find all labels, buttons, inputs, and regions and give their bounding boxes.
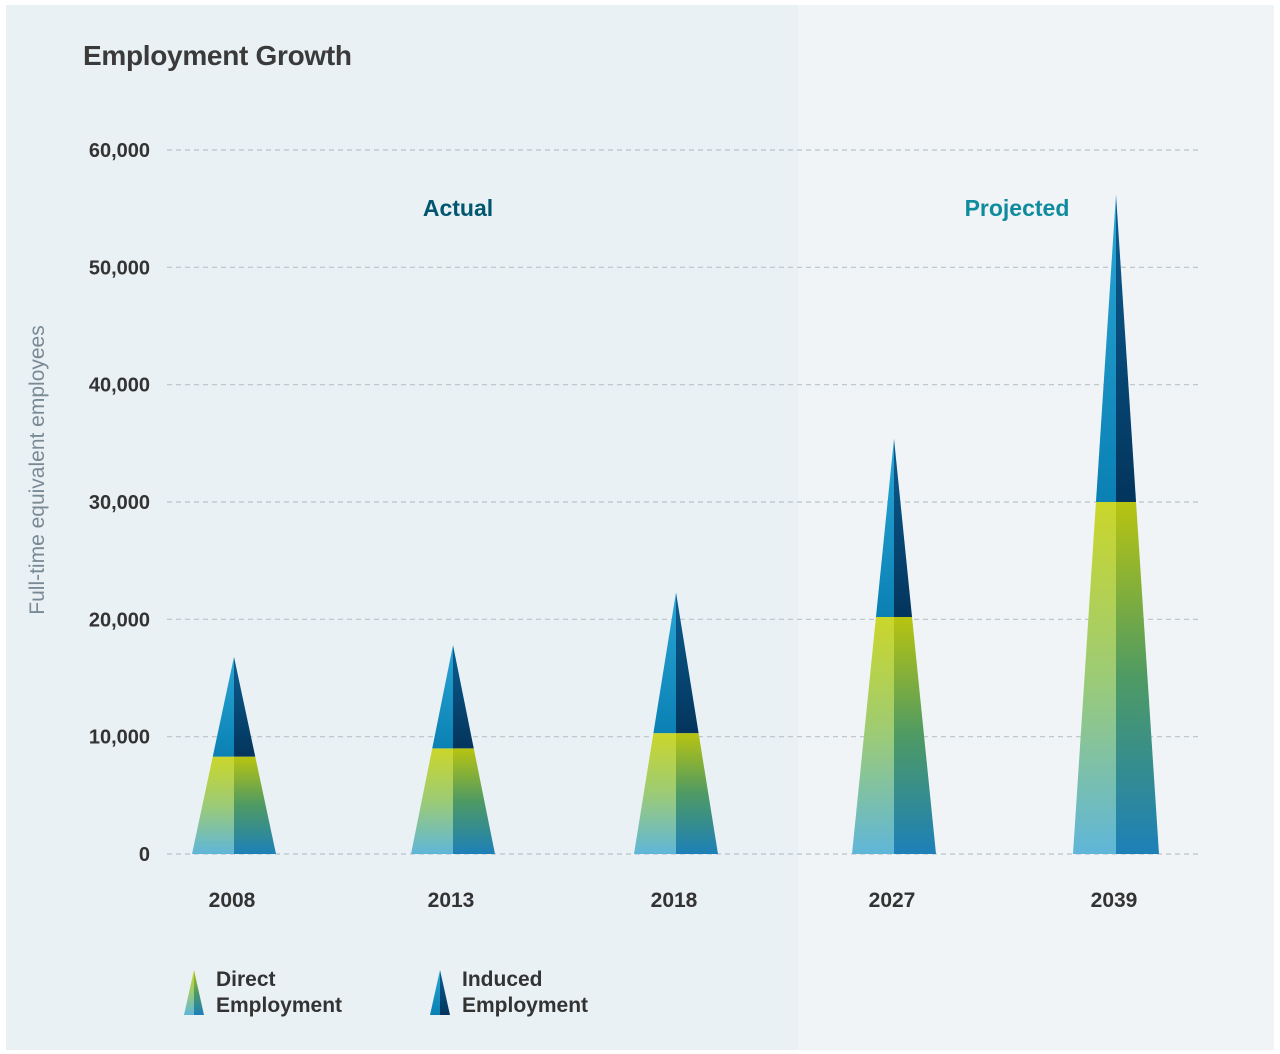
direct-bar-segment <box>1073 502 1116 854</box>
y-tick-label: 40,000 <box>89 375 150 397</box>
y-tick-label: 10,000 <box>89 727 150 749</box>
y-tick-label: 30,000 <box>89 492 150 514</box>
legend-item-direct: Direct Employment <box>184 968 343 1019</box>
actual-section-label: Actual <box>423 195 493 221</box>
direct-bar-segment <box>852 616 894 854</box>
x-tick-label: 2013 <box>428 889 475 912</box>
x-tick-label: 2008 <box>209 889 256 912</box>
induced-legend-label: Induced Employment <box>462 968 589 1017</box>
induced-bar-segment <box>234 656 256 757</box>
y-tick-label: 60,000 <box>89 140 150 162</box>
y-tick-label: 0 <box>139 844 150 866</box>
direct-bar-segment <box>676 733 718 854</box>
direct-bar-segment <box>411 748 453 854</box>
induced-bar-segment <box>1116 194 1137 502</box>
induced-bar-segment <box>453 645 474 749</box>
induced-bar-segment <box>894 438 913 617</box>
direct-bar-segment <box>192 756 234 854</box>
x-tick-label: 2018 <box>651 889 698 912</box>
direct-bar-segment <box>634 733 676 854</box>
induced-bar-segment <box>653 592 676 734</box>
direct-bar-segment <box>1116 502 1159 854</box>
y-tick-label: 20,000 <box>89 609 150 631</box>
projected-section-label: Projected <box>965 195 1070 221</box>
direct-bar-segment <box>894 616 936 854</box>
induced-bar-segment <box>1095 194 1116 502</box>
induced-bar-segment <box>432 645 453 749</box>
x-tick-label: 2039 <box>1091 889 1138 912</box>
induced-bar-segment <box>212 656 234 757</box>
direct-bar-segment <box>234 756 276 854</box>
chart-title: Employment Growth <box>83 40 352 71</box>
direct-legend-icon <box>184 970 204 1015</box>
legend-item-induced: Induced Employment <box>430 968 589 1019</box>
projected-region-background <box>798 5 1274 1050</box>
direct-bar-segment <box>453 748 495 854</box>
induced-legend-icon <box>430 970 450 1015</box>
direct-legend-label: Direct Employment <box>216 968 343 1017</box>
induced-bar-segment <box>676 592 699 734</box>
x-tick-label: 2027 <box>869 889 916 912</box>
y-tick-label: 50,000 <box>89 257 150 279</box>
induced-bar-segment <box>875 438 894 617</box>
